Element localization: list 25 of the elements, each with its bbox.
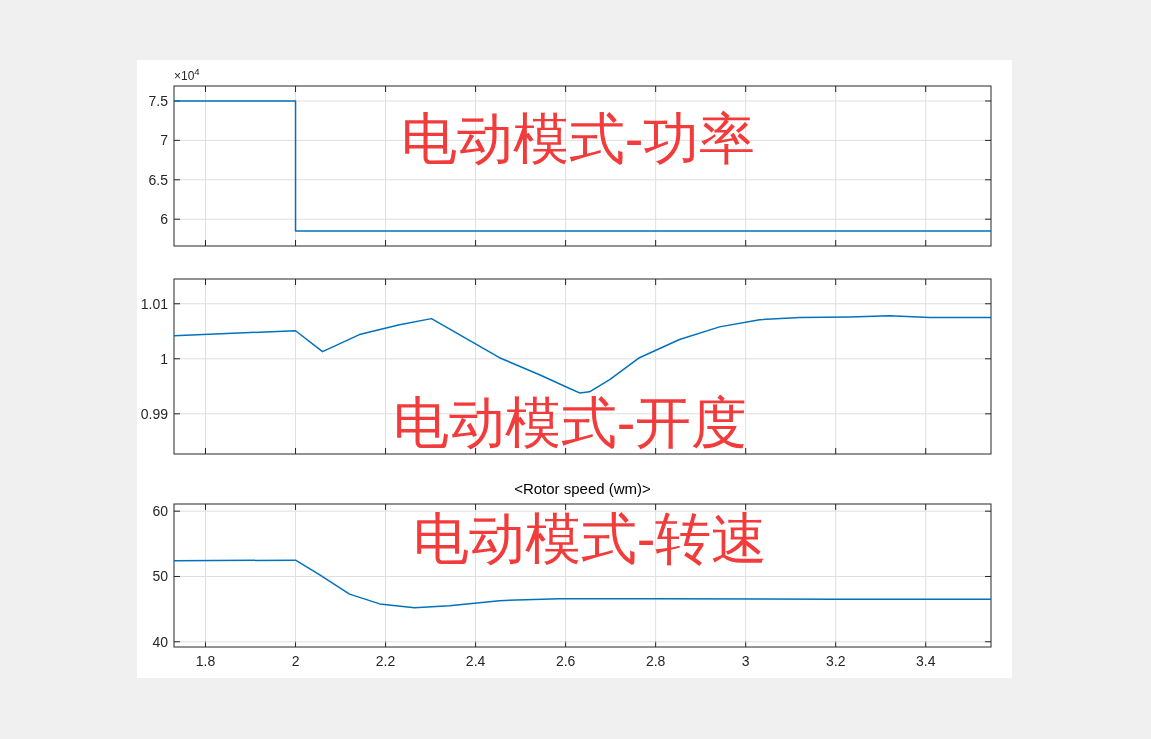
x-tick-label: 3.2 [825, 653, 846, 669]
y-tick-label: 7 [160, 132, 169, 149]
annotation: 电动模式-转速 [412, 507, 768, 570]
y-tick-label: 50 [152, 568, 169, 585]
x-tick-label: 3.4 [916, 653, 936, 669]
y-tick-label: 1.01 [140, 295, 169, 312]
x-tick-label: 2.4 [465, 653, 486, 669]
text: ×10$^{4}$ [174, 65, 201, 83]
line-series [173, 315, 992, 394]
x-tick-label: 2.8 [645, 653, 666, 669]
y-tick-label: 40 [152, 633, 169, 650]
x-tick-label: 2 [291, 653, 300, 669]
annotation: 电动模式-开度 [392, 391, 748, 454]
y-tick-label: 0.99 [140, 405, 169, 422]
x-tick-label: 3 [741, 653, 750, 669]
x-tick-label: 2.2 [375, 653, 396, 669]
y-tick-label: 60 [152, 503, 169, 520]
annotation: 电动模式-功率 [400, 107, 756, 170]
y-tick-label: 6.5 [148, 171, 169, 188]
y-tick-label: 1 [160, 350, 169, 367]
y-tick-label: 7.5 [148, 92, 169, 109]
y-tick-label: 6 [160, 211, 169, 228]
x-tick-label: 1.8 [195, 653, 216, 669]
chart-title: <Rotor speed (wm)> [514, 480, 652, 497]
x-tick-label: 2.6 [555, 653, 576, 669]
